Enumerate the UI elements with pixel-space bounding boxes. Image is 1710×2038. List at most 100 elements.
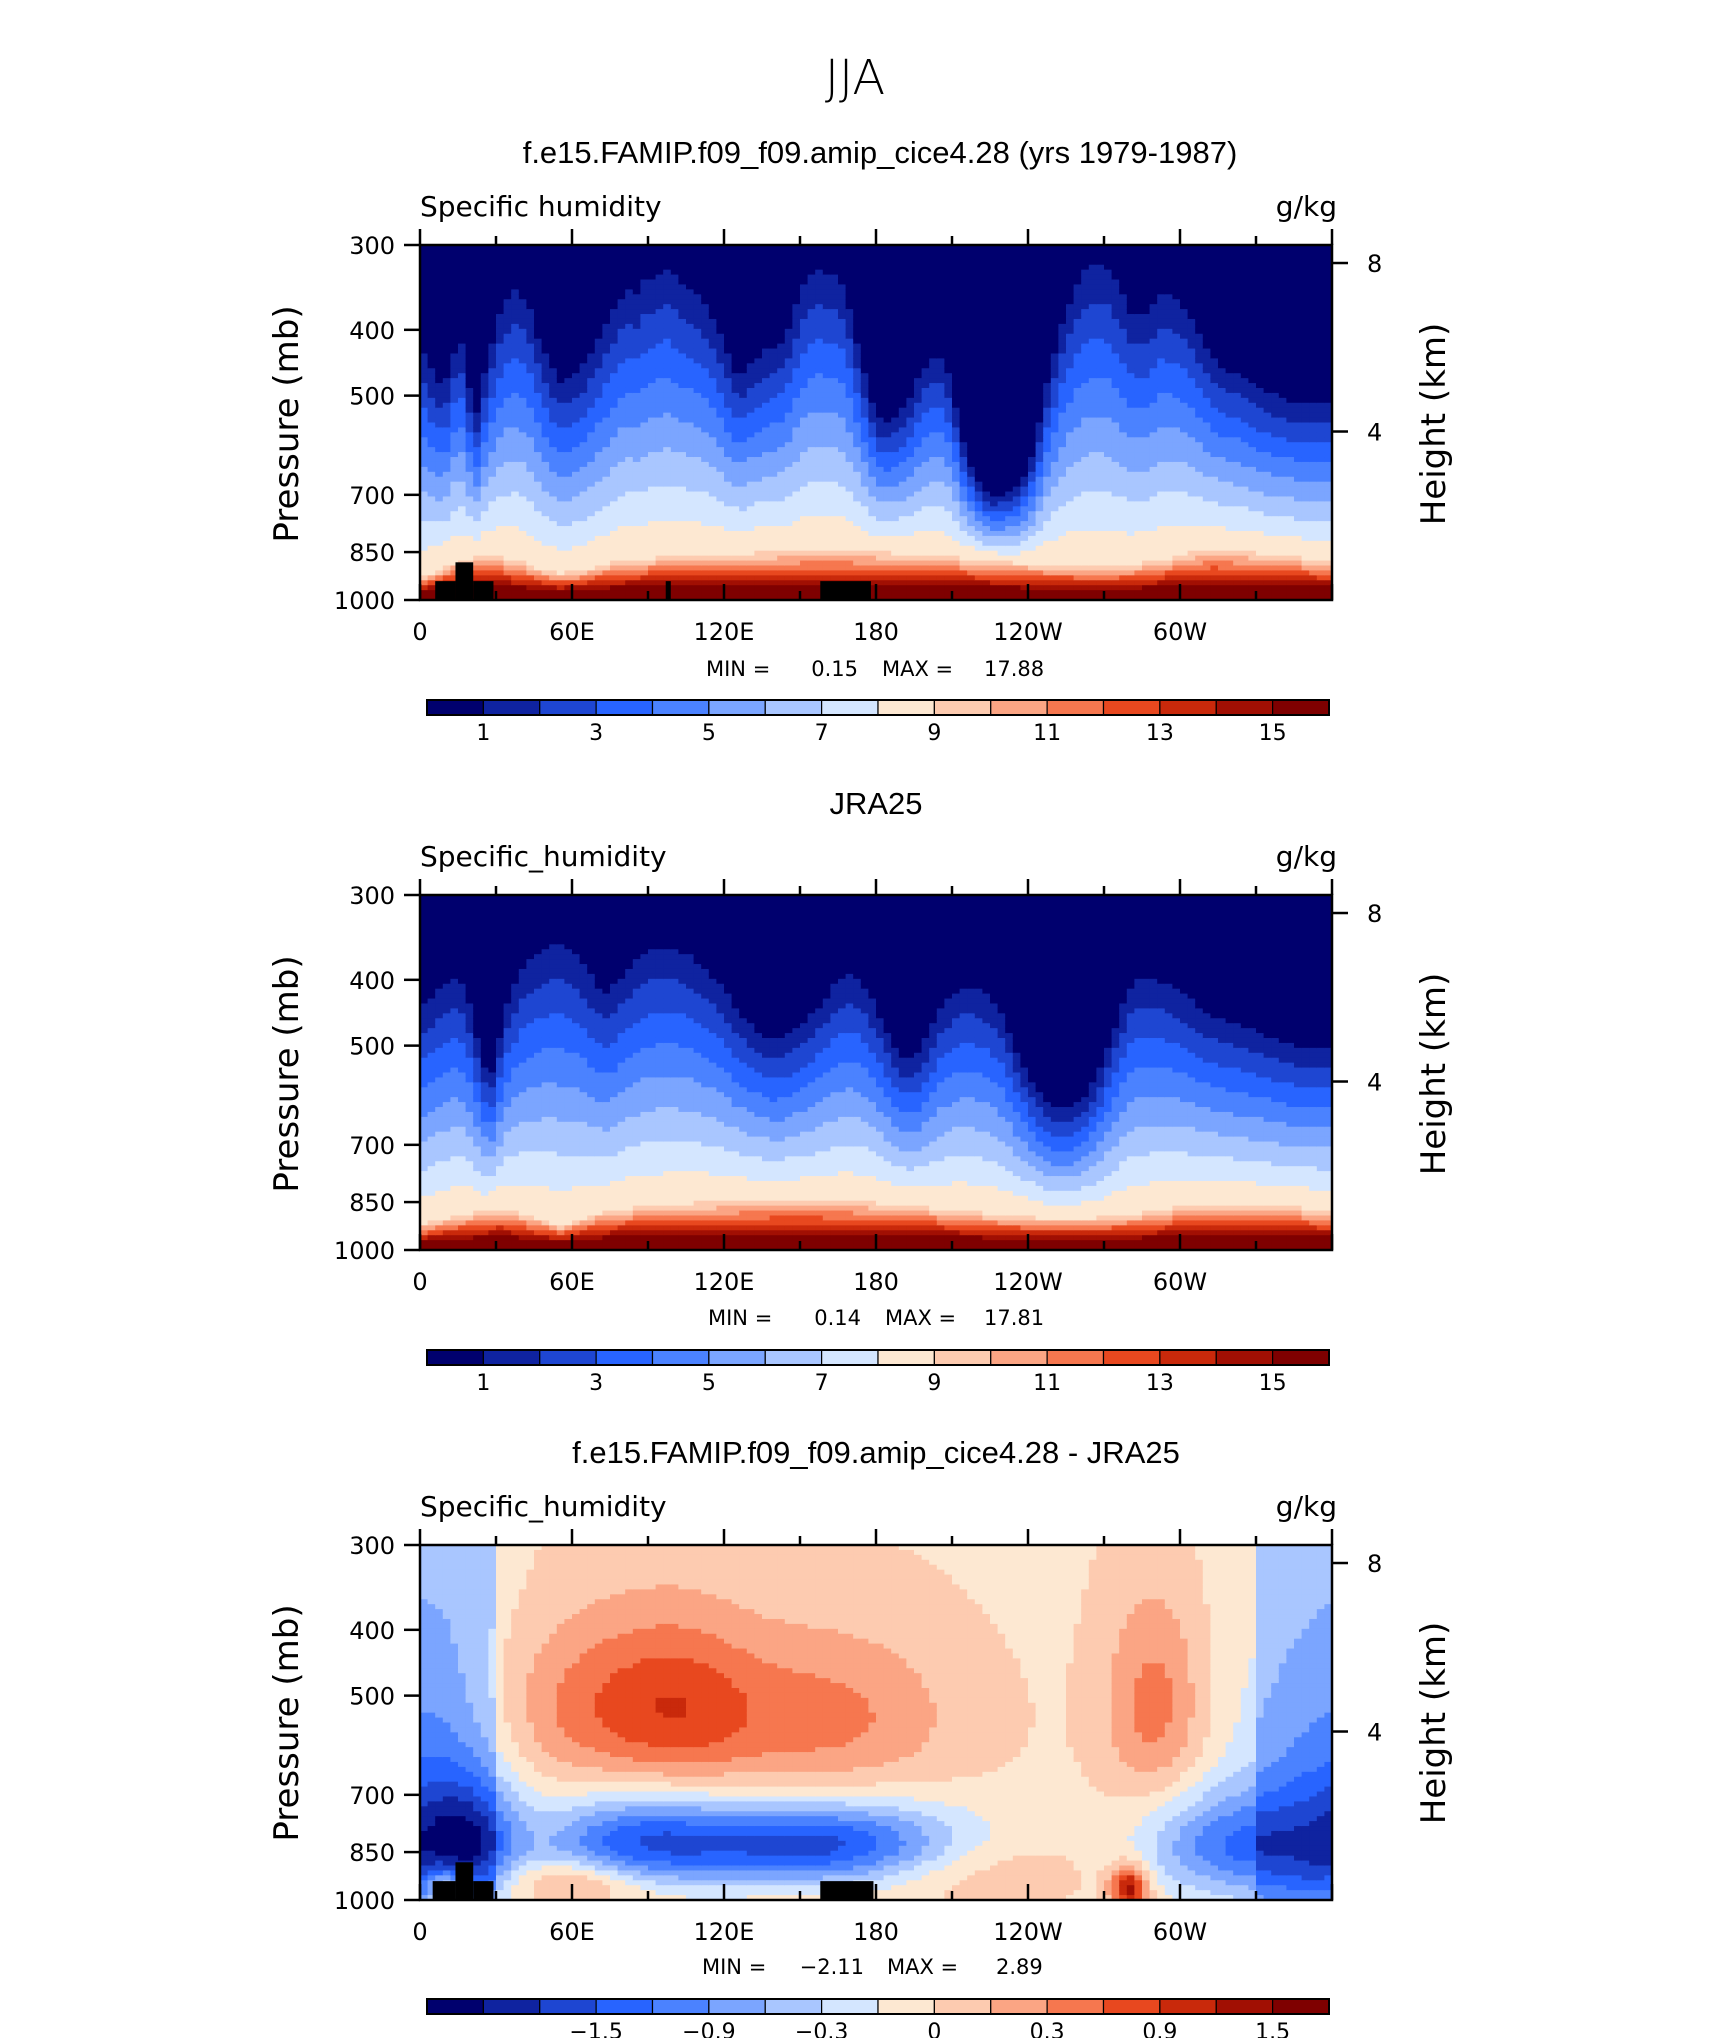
heatmap-cell [496,491,505,498]
heatmap-cell [625,304,634,310]
heatmap-cell [830,471,839,478]
heatmap-cell [936,314,945,320]
heatmap-cell [617,595,626,601]
heatmap-cell [617,274,626,281]
heatmap-cell [914,540,923,547]
heatmap-cell [936,368,945,374]
heatmap-cell [822,358,831,364]
heatmap-cell [784,560,793,567]
heatmap-cell [868,383,877,389]
heatmap-cell [898,501,907,507]
heatmap-cell [518,279,527,286]
heatmap-cell [898,274,907,281]
heatmap-cell [731,343,740,350]
heatmap-cell [503,314,512,320]
heatmap-cell [800,466,809,473]
heatmap-cell [450,550,459,557]
heatmap-cell [541,407,550,414]
heatmap-cell [488,471,497,478]
heatmap-cell [822,318,831,325]
heatmap-cell [549,511,558,517]
heatmap-cell [898,309,907,315]
heatmap-cell [511,279,520,286]
heatmap-cell [853,427,862,433]
heatmap-cell [701,437,710,443]
heatmap-cell [602,333,611,340]
heatmap-cell [556,338,565,345]
heatmap-cell [556,491,565,498]
heatmap-cell [693,452,702,458]
heatmap-cell [632,486,641,493]
heatmap-cell [518,422,527,429]
heatmap-cell [815,299,824,305]
heatmap-cell [632,570,641,576]
heatmap-cell [800,461,809,468]
heatmap-cell [860,506,869,512]
heatmap-cell [800,314,809,320]
heatmap-cell [762,402,771,409]
heatmap-cell [769,481,778,488]
heatmap-cell [610,289,619,295]
heatmap-cell [503,417,512,424]
heatmap-cell [921,378,930,384]
heatmap-cell [807,249,816,256]
heatmap-cell [526,299,535,305]
heatmap-cell [617,249,626,256]
heatmap-cell [868,333,877,340]
heatmap-cell [754,373,763,379]
heatmap-cell [845,526,854,532]
heatmap-cell [898,427,907,433]
heatmap-cell [746,348,755,355]
heatmap-cell [556,570,565,576]
heatmap-cell [883,422,892,429]
heatmap-cell [473,560,482,567]
heatmap-cell [632,452,641,458]
heatmap-cell [822,437,831,443]
heatmap-cell [777,506,786,512]
heatmap-cell [716,442,725,448]
heatmap-cell [427,407,436,414]
heatmap-cell [784,540,793,547]
heatmap-cell [701,521,710,527]
heatmap-cell [876,545,885,552]
heatmap-cell [655,274,664,281]
heatmap-cell [838,575,847,581]
heatmap-cell [701,309,710,315]
heatmap-cell [556,575,565,581]
heatmap-cell [792,590,801,596]
heatmap-cell [587,540,596,547]
heatmap-cell [465,521,474,527]
heatmap-cell [534,402,543,409]
heatmap-cell [769,343,778,350]
heatmap-cell [914,343,923,350]
heatmap-cell [830,402,839,409]
heatmap-cell [572,526,581,532]
heatmap-cell [480,437,489,443]
heatmap-cell [625,368,634,374]
heatmap-cell [822,550,831,557]
heatmap-cell [435,294,444,300]
heatmap-cell [655,486,664,493]
heatmap-cell [815,348,824,355]
heatmap-cell [746,461,755,468]
heatmap-cell [731,318,740,325]
heatmap-cell [625,432,634,438]
heatmap-cell [724,545,733,552]
heatmap-cell [663,481,672,488]
heatmap-cell [572,590,581,596]
heatmap-cell [739,550,748,557]
heatmap-cell [526,417,535,424]
heatmap-cell [511,486,520,493]
heatmap-cell [587,333,596,340]
heatmap-cell [640,535,649,542]
heatmap-cell [480,407,489,414]
heatmap-cell [678,550,687,557]
heatmap-cell [838,299,847,305]
heatmap-cell [906,392,915,399]
heatmap-cell [503,328,512,335]
heatmap-cell [625,491,634,498]
heatmap-cell [746,580,755,586]
heatmap-cell [693,363,702,369]
heatmap-cell [420,570,429,576]
heatmap-cell [511,491,520,498]
